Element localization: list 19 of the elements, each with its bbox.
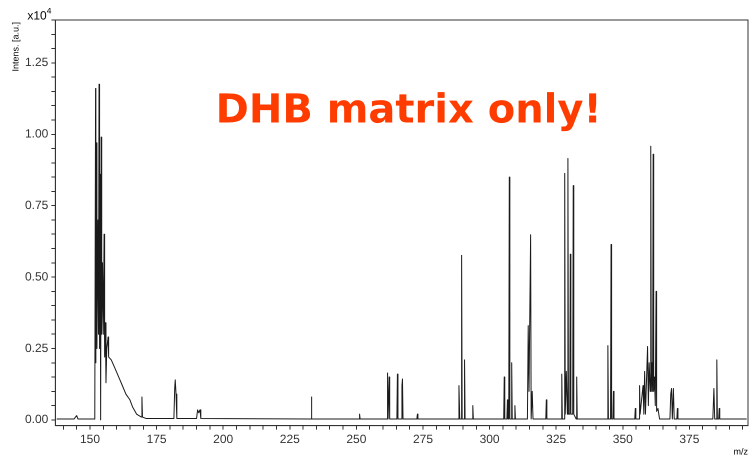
- x-tick-label: 300: [480, 432, 500, 446]
- x-tick-label: 175: [146, 432, 167, 446]
- x-tick-label: 350: [612, 432, 634, 446]
- x-axis-title: m/z: [734, 446, 748, 457]
- y-axis-title: Intens. [a.u.]: [10, 22, 20, 72]
- x-tick-label: 275: [412, 432, 434, 446]
- x-tick-label: 250: [346, 432, 367, 446]
- x-tick-label: 200: [213, 432, 234, 446]
- x-tick-label: 375: [679, 432, 700, 446]
- x-tick-label: 325: [546, 432, 567, 446]
- y-tick-label: 0.25: [24, 340, 49, 355]
- y-tick-label: 0.50: [24, 269, 49, 284]
- y-tick-label: 0.00: [24, 412, 49, 426]
- y-tick-label: 0.75: [24, 198, 49, 212]
- x-tick-label: 150: [80, 432, 100, 446]
- y-tick-label: 1.00: [24, 126, 49, 141]
- x-tick-label: 225: [280, 432, 300, 446]
- annotation: DHB matrix only!: [216, 86, 602, 132]
- y-tick-label: 1.25: [24, 55, 49, 70]
